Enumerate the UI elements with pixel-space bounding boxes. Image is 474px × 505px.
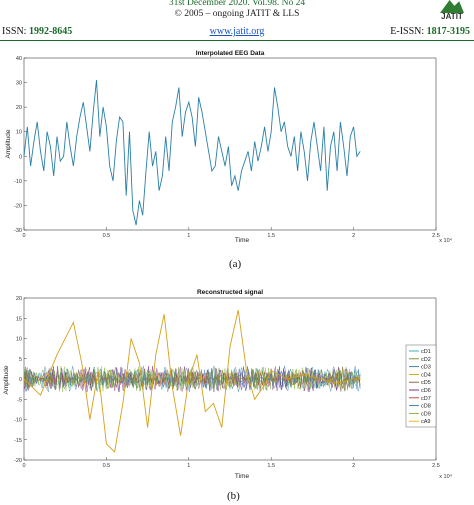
- legend-label: cD2: [421, 357, 431, 363]
- y-tick-label: -20: [14, 458, 22, 464]
- y-tick-label: -15: [14, 438, 22, 444]
- eissn: E-ISSN: 1817-3195: [390, 26, 470, 37]
- copyright-line: © 2005 – ongoing JATIT & LLS: [174, 9, 300, 19]
- chart-a-x-exponent: x 10⁴: [439, 237, 452, 244]
- y-tick-label: 30: [16, 81, 22, 87]
- x-tick-label: 2: [352, 463, 355, 469]
- issn-bar: ISSN: 1992-8645 www.jatit.org E-ISSN: 18…: [0, 24, 474, 41]
- issn-label: ISSN:: [2, 26, 27, 37]
- legend-label: cD6: [421, 388, 431, 394]
- y-tick-label: 0: [19, 377, 22, 383]
- chart-b-ca9-series: [23, 310, 361, 453]
- eissn-value: 1817-3195: [426, 26, 470, 37]
- legend-label: cA9: [421, 419, 430, 425]
- journal-url-link[interactable]: www.jatit.org: [209, 26, 265, 37]
- y-tick-label: 10: [16, 130, 22, 136]
- x-tick-label: 0: [22, 233, 25, 239]
- chart-b: Reconstructed signal Time Amplitude x 10…: [3, 289, 453, 480]
- journal-date-line: 31st December 2020. Vol.98. No 24: [168, 0, 306, 8]
- chart-b-xlabel: Time: [235, 473, 250, 480]
- caption-b: (b): [227, 490, 240, 502]
- y-tick-label: -5: [17, 397, 22, 403]
- chart-a-eeg-series: [23, 80, 361, 226]
- legend-label: cD3: [421, 365, 431, 371]
- y-tick-label: 0: [19, 154, 22, 160]
- logo-text: JATIT: [441, 12, 463, 21]
- y-tick-label: -20: [14, 203, 22, 209]
- chart-a-xlabel: Time: [235, 237, 250, 244]
- x-tick-label: 0: [22, 463, 25, 469]
- y-tick-label: -30: [14, 228, 22, 234]
- x-tick-label: 1.5: [267, 233, 275, 239]
- legend-label: cD4: [421, 372, 431, 378]
- x-tick-label: 2: [352, 233, 355, 239]
- chart-a-ylabel: Amplitude: [5, 129, 12, 158]
- y-tick-label: 20: [16, 296, 22, 302]
- x-tick-label: 1.5: [267, 463, 275, 469]
- y-tick-label: 15: [16, 316, 22, 322]
- y-tick-label: 10: [16, 337, 22, 343]
- chart-a: Interpolated EEG Data Time Amplitude x 1…: [5, 50, 453, 244]
- issn: ISSN: 1992-8645: [2, 26, 72, 37]
- chart-b-x-exponent: x 10⁴: [439, 473, 452, 480]
- chart-a-frame: [23, 57, 437, 231]
- legend-label: cD1: [421, 349, 431, 355]
- x-tick-label: 2.5: [432, 233, 440, 239]
- y-tick-label: 20: [16, 105, 22, 111]
- chart-a-ticks: 0 0.5 1 1.5 2 2.5 -30 -20 -10 0 10 20 30 40: [14, 56, 440, 239]
- y-tick-label: -10: [14, 418, 22, 424]
- chart-b-ylabel: Amplitude: [3, 365, 10, 394]
- jatit-logo: JATIT: [432, 0, 472, 22]
- x-tick-label: 1: [187, 463, 190, 469]
- legend-label: cD8: [421, 404, 431, 410]
- y-tick-label: 5: [19, 357, 22, 363]
- y-tick-label: -10: [14, 179, 22, 185]
- y-tick-label: 40: [16, 56, 22, 62]
- eissn-label: E-ISSN:: [390, 26, 425, 37]
- caption-a: (a): [229, 258, 242, 270]
- chart-b-ticks: 0 0.5 1 1.5 2 2.5 -20 -15 -10 -5 0 5 10 15 20: [14, 296, 440, 469]
- legend-label: cD9: [421, 411, 431, 417]
- chart-a-title: Interpolated EEG Data: [196, 50, 265, 57]
- legend-label: cD7: [421, 396, 431, 402]
- chart-b-series-cd9: [23, 365, 361, 392]
- x-tick-label: 2.5: [432, 463, 440, 469]
- x-tick-label: 0.5: [103, 463, 111, 469]
- legend-label: cD5: [421, 380, 431, 386]
- x-tick-label: 1: [187, 233, 190, 239]
- x-tick-label: 0.5: [103, 233, 111, 239]
- issn-value: 1992-8645: [28, 26, 73, 37]
- chart-b-title: Reconstructed signal: [197, 289, 263, 296]
